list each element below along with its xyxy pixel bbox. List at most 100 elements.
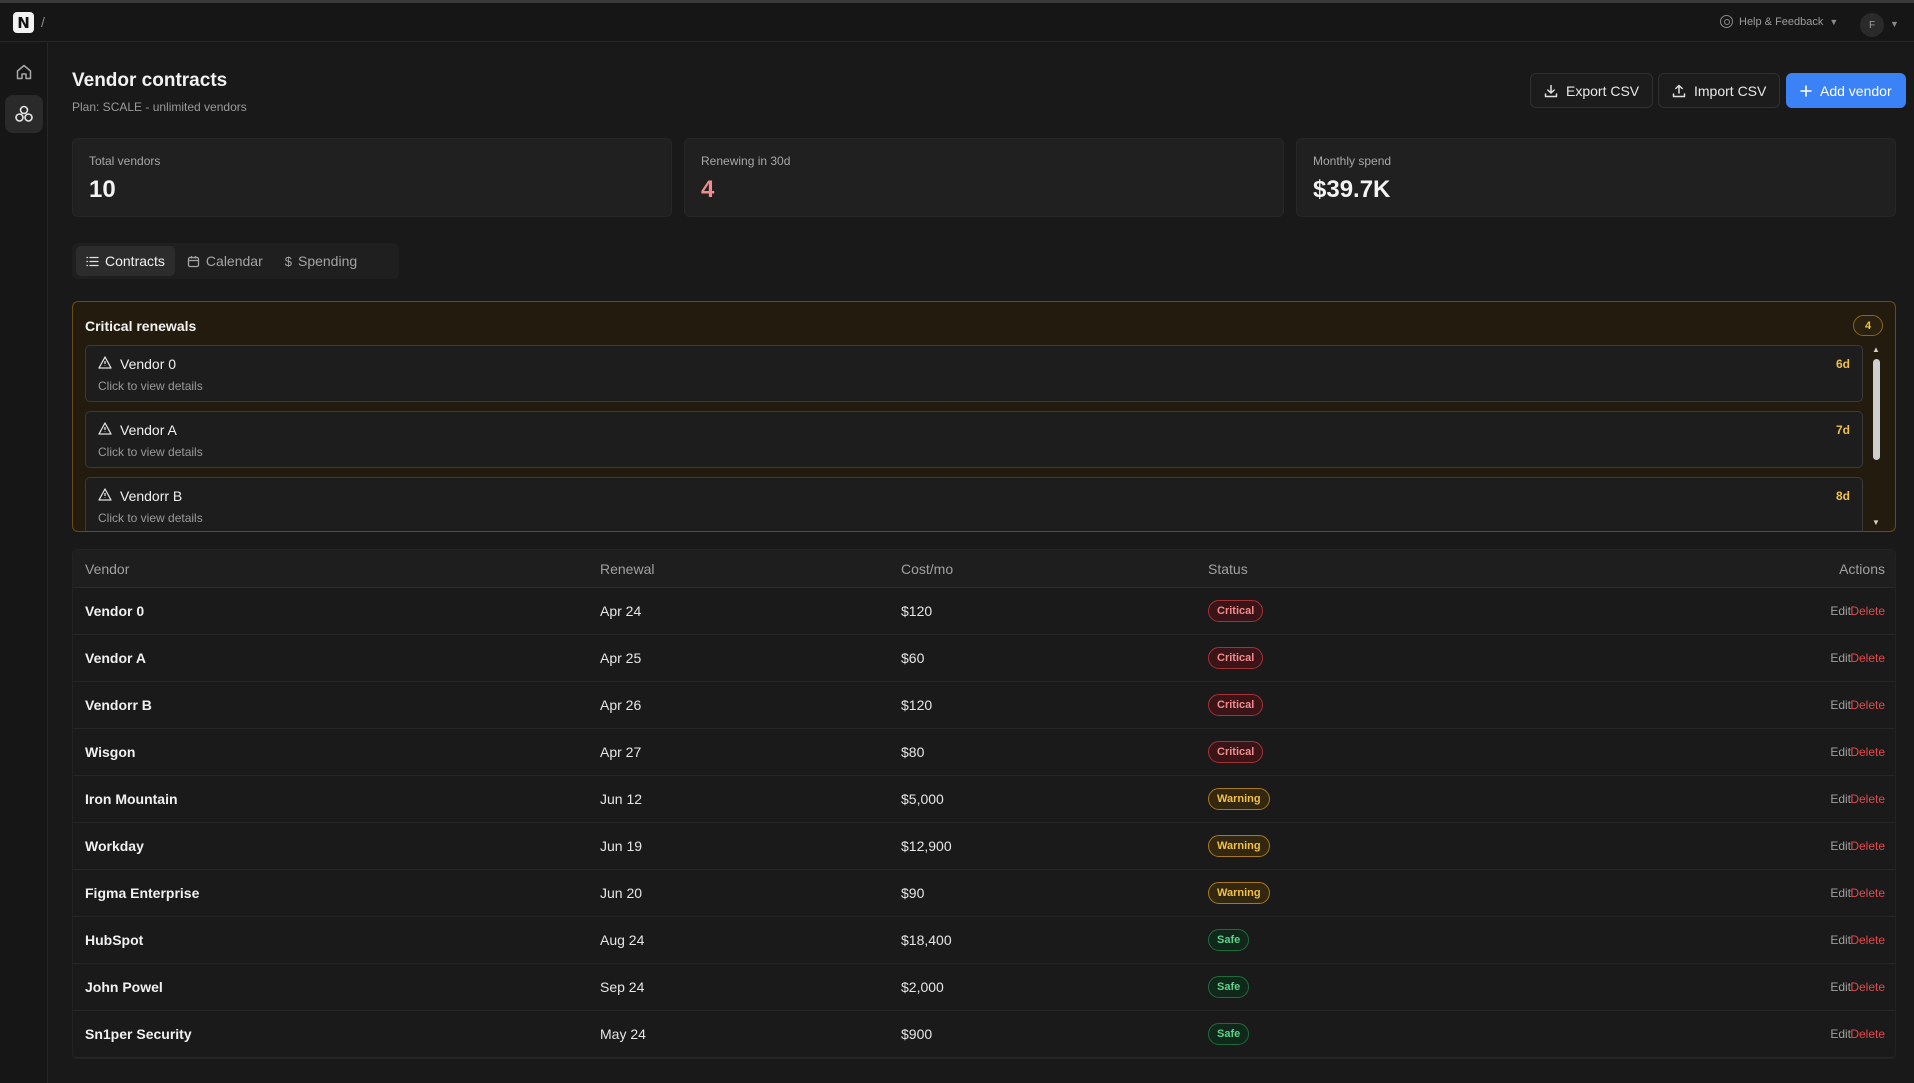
table-row[interactable]: Vendor A Apr 25 $60 Critical Edit Delete [73, 635, 1895, 682]
monthly-cost: $5,000 [901, 791, 944, 807]
critical-vendor-name: Vendor 0 [120, 356, 177, 372]
table-row[interactable]: HubSpot Aug 24 $18,400 Safe Edit Delete [73, 917, 1895, 964]
plus-icon [1800, 84, 1812, 97]
table-header: Vendor Renewal Cost/mo Status Actions [73, 550, 1895, 588]
vendor-name: Vendor 0 [85, 603, 145, 619]
renewal-date: Jun 20 [600, 885, 643, 901]
logo-glyph: N [17, 13, 30, 32]
edit-button[interactable]: Edit [1830, 839, 1851, 853]
stat-monthly-spend: Monthly spend $39.7K [1296, 138, 1896, 217]
chevron-down-icon: ▼ [1829, 16, 1839, 27]
chevron-down-icon[interactable]: ▼ [1890, 19, 1899, 29]
tab-contracts[interactable]: Contracts [76, 246, 175, 276]
monthly-cost: $12,900 [901, 838, 952, 854]
renewal-date: Jun 19 [600, 838, 643, 854]
edit-button[interactable]: Edit [1830, 745, 1851, 759]
critical-vendor-hint: Click to view details [98, 445, 203, 459]
edit-button[interactable]: Edit [1830, 698, 1851, 712]
delete-button[interactable]: Delete [1850, 1027, 1885, 1041]
critical-count-badge: 4 [1853, 315, 1883, 336]
list-icon [86, 256, 99, 266]
column-header-renewal[interactable]: Renewal [600, 561, 655, 577]
status-badge: Warning [1208, 882, 1270, 904]
table-row[interactable]: Vendor 0 Apr 24 $120 Critical Edit Delete [73, 588, 1895, 635]
monthly-cost: $120 [901, 603, 933, 619]
tab-calendar[interactable]: Calendar [177, 246, 273, 276]
column-header-status[interactable]: Status [1208, 561, 1248, 577]
critical-renewals-title: Critical renewals [85, 318, 197, 334]
scrollbar-thumb[interactable] [1873, 359, 1880, 460]
delete-button[interactable]: Delete [1850, 933, 1885, 947]
critical-renewals-panel: Critical renewals 4 Vendor 0 Click to vi… [72, 301, 1896, 532]
critical-renewal-item[interactable]: Vendorr B Click to view details 8d [85, 477, 1863, 531]
top-progress-line [0, 0, 1914, 3]
renewal-date: Sep 24 [600, 979, 645, 995]
status-badge: Critical [1208, 600, 1264, 622]
import-csv-label: Import CSV [1694, 82, 1767, 99]
tab-spending[interactable]: $ Spending [275, 246, 367, 276]
critical-scrollbar[interactable]: ▲ ▼ [1870, 345, 1883, 527]
sidebar [0, 43, 48, 1083]
stat-label: Monthly spend [1313, 154, 1392, 168]
critical-renewal-item[interactable]: Vendor A Click to view details 7d [85, 411, 1863, 468]
app-logo[interactable]: N [13, 12, 34, 33]
add-vendor-label: Add vendor [1820, 82, 1892, 99]
table-row[interactable]: John Powel Sep 24 $2,000 Safe Edit Delete [73, 964, 1895, 1011]
delete-button[interactable]: Delete [1850, 886, 1885, 900]
column-header-actions: Actions [1839, 561, 1885, 577]
table-row[interactable]: Sn1per Security May 24 $900 Safe Edit Delete [73, 1011, 1895, 1058]
table-row[interactable]: Iron Mountain Jun 12 $5,000 Warning Edit Dele… [73, 776, 1895, 823]
page-title: Vendor contracts [72, 70, 228, 91]
renewal-date: Apr 24 [600, 603, 642, 619]
critical-renewal-item[interactable]: Vendor 0 Click to view details 6d [85, 345, 1863, 402]
edit-button[interactable]: Edit [1830, 933, 1851, 947]
column-header-vendor[interactable]: Vendor [85, 561, 130, 577]
stat-value: $39.7K [1313, 176, 1391, 203]
monthly-cost: $2,000 [901, 979, 944, 995]
edit-button[interactable]: Edit [1830, 651, 1851, 665]
table-row[interactable]: Workday Jun 19 $12,900 Warning Edit Delete [73, 823, 1895, 870]
sidebar-item-vendors[interactable] [5, 95, 43, 133]
edit-button[interactable]: Edit [1830, 1027, 1851, 1041]
help-icon [1720, 15, 1733, 28]
top-bar: N / Help & Feedback ▼ F ▼ [0, 3, 1914, 42]
delete-button[interactable]: Delete [1850, 651, 1885, 665]
import-csv-button[interactable]: Import CSV [1658, 73, 1781, 108]
view-tabs: Contracts Calendar $ Spending [72, 243, 399, 279]
tab-label: Contracts [105, 253, 165, 269]
table-row[interactable]: Vendorr B Apr 26 $120 Critical Edit Delete [73, 682, 1895, 729]
delete-button[interactable]: Delete [1850, 698, 1885, 712]
delete-button[interactable]: Delete [1850, 792, 1885, 806]
stat-label: Total vendors [89, 154, 161, 168]
help-feedback-menu[interactable]: Help & Feedback ▼ [1720, 15, 1838, 28]
delete-button[interactable]: Delete [1850, 604, 1885, 618]
export-csv-button[interactable]: Export CSV [1530, 73, 1654, 108]
delete-button[interactable]: Delete [1850, 980, 1885, 994]
table-row[interactable]: Figma Enterprise Jun 20 $90 Warning Edit Dele… [73, 870, 1895, 917]
vendor-table: Vendor Renewal Cost/mo Status Actions Ve… [72, 549, 1896, 1059]
delete-button[interactable]: Delete [1850, 839, 1885, 853]
edit-button[interactable]: Edit [1830, 792, 1851, 806]
delete-button[interactable]: Delete [1850, 745, 1885, 759]
sidebar-item-home[interactable] [5, 53, 43, 91]
critical-vendor-name: Vendor A [120, 422, 177, 438]
vendor-name: HubSpot [85, 932, 144, 948]
renewal-date: May 24 [600, 1026, 646, 1042]
calendar-icon [187, 255, 200, 267]
vendor-name: Iron Mountain [85, 791, 178, 807]
edit-button[interactable]: Edit [1830, 886, 1851, 900]
home-icon [16, 64, 32, 80]
monthly-cost: $90 [901, 885, 925, 901]
critical-renewals-list: Vendor 0 Click to view details 6d Vendor… [85, 345, 1863, 531]
scroll-up-arrow-icon[interactable]: ▲ [1872, 345, 1880, 354]
add-vendor-button[interactable]: Add vendor [1786, 73, 1906, 108]
scroll-down-arrow-icon[interactable]: ▼ [1872, 518, 1880, 527]
vendor-name: Figma Enterprise [85, 885, 200, 901]
avatar[interactable]: F [1860, 13, 1884, 37]
edit-button[interactable]: Edit [1830, 980, 1851, 994]
edit-button[interactable]: Edit [1830, 604, 1851, 618]
monthly-cost: $18,400 [901, 932, 952, 948]
table-row[interactable]: Wisgon Apr 27 $80 Critical Edit Delete [73, 729, 1895, 776]
stat-total-vendors: Total vendors 10 [72, 138, 672, 217]
column-header-cost[interactable]: Cost/mo [901, 561, 954, 577]
